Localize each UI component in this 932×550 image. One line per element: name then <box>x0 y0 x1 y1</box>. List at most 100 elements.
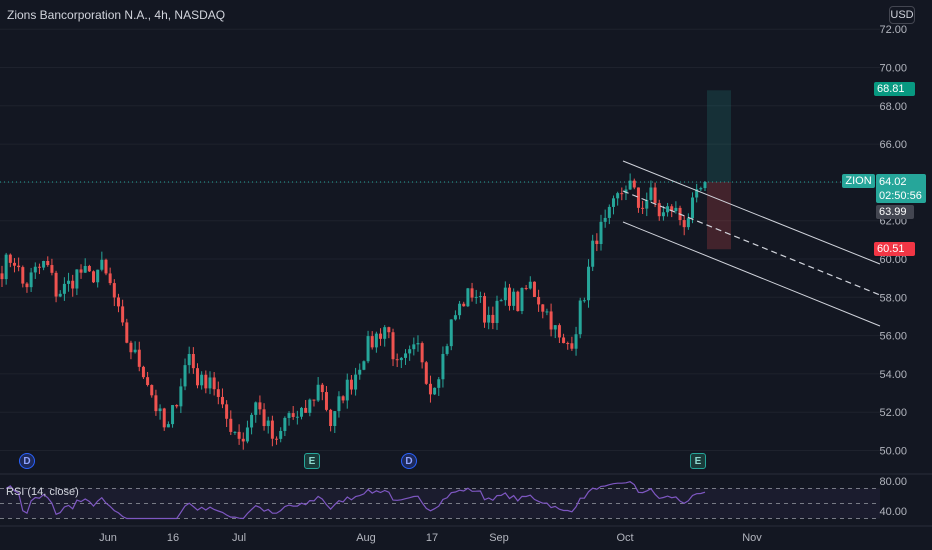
candle-body <box>403 353 407 358</box>
candle-body <box>620 193 624 195</box>
candle-body <box>412 344 416 350</box>
candle-body <box>507 287 511 306</box>
candle-body <box>241 438 245 442</box>
time-tick-label: 16 <box>167 532 179 544</box>
candle-body <box>125 322 129 343</box>
candle-body <box>657 203 661 217</box>
candle-body <box>666 206 670 213</box>
candle-body <box>54 272 58 297</box>
candle-body <box>83 265 87 273</box>
candle-body <box>208 377 212 389</box>
candle-body <box>104 259 108 274</box>
candle-body <box>312 399 316 401</box>
candle-body <box>495 300 499 323</box>
candle-body <box>345 379 349 401</box>
candle-body <box>220 396 224 405</box>
candle-body <box>141 366 145 378</box>
candle-body <box>649 187 653 200</box>
candle-body <box>71 280 75 289</box>
candle-body <box>528 281 532 289</box>
candle-body <box>636 187 640 208</box>
trend-channel[interactable] <box>622 160 881 327</box>
candle-body <box>682 220 686 228</box>
candle-body <box>524 287 528 289</box>
candle-body <box>449 319 453 347</box>
candle-body <box>237 431 241 439</box>
candle-body <box>420 343 424 363</box>
candle-body <box>279 430 283 439</box>
price-tick-label: 54.00 <box>879 369 907 381</box>
candle-body <box>4 254 8 280</box>
candle-body <box>137 349 141 367</box>
candle-body <box>58 293 62 297</box>
chart-title: Zions Bancorporation N.A., 4h, NASDAQ <box>7 8 226 22</box>
candle-body <box>158 408 162 412</box>
candle-body <box>150 385 154 396</box>
candle-body <box>578 300 582 335</box>
candle-body <box>670 206 674 212</box>
candle-body <box>691 197 695 219</box>
candle-body <box>154 395 158 412</box>
candle-body <box>75 269 79 289</box>
candle-body <box>37 266 41 268</box>
candle-body <box>661 212 665 217</box>
dividend-icon[interactable]: D <box>19 453 35 469</box>
candle-body <box>474 296 478 298</box>
candle-body <box>0 273 4 280</box>
candle-body <box>587 266 591 301</box>
candle-body <box>366 336 370 362</box>
candle-body <box>433 387 437 395</box>
price-tick-label: 58.00 <box>879 292 907 304</box>
candle-body <box>304 407 308 413</box>
earnings-icon[interactable]: E <box>690 453 706 469</box>
candle-body <box>8 254 12 263</box>
candle-body <box>92 271 96 283</box>
candle-body <box>300 407 304 417</box>
earnings-icon[interactable]: E <box>304 453 320 469</box>
candle-body <box>370 336 374 348</box>
profit-zone <box>707 90 731 183</box>
candle-body <box>116 297 120 307</box>
candle-body <box>108 273 112 284</box>
candle-body <box>703 182 707 189</box>
currency-button[interactable]: USD <box>889 6 915 24</box>
candle-body <box>287 413 291 418</box>
candle-body <box>171 405 175 425</box>
candle-body <box>570 343 574 349</box>
candle-body <box>487 314 491 323</box>
candle-body <box>87 265 91 272</box>
candle-body <box>391 332 395 360</box>
candle-body <box>162 408 166 428</box>
candle-body <box>424 362 428 384</box>
candle-body <box>582 300 586 302</box>
dividend-icon[interactable]: D <box>401 453 417 469</box>
candle-body <box>516 291 520 312</box>
candle-body <box>183 365 187 387</box>
candle-body <box>129 342 133 353</box>
candle-body <box>641 207 645 209</box>
price-axis[interactable]: 72.0070.0068.0066.0064.0062.0060.0058.00… <box>879 24 907 457</box>
candle-body <box>499 300 503 302</box>
candle-body <box>537 296 541 305</box>
candle-body <box>437 379 441 388</box>
price-tick-label: 60.00 <box>879 254 907 266</box>
candle-body <box>379 333 383 339</box>
long-position-tool[interactable] <box>0 90 880 250</box>
candle-body <box>21 267 25 284</box>
candle-body <box>466 288 470 307</box>
candle-body <box>316 384 320 401</box>
time-tick-label: Aug <box>356 532 376 544</box>
time-axis[interactable]: Jun 16 Jul Aug 17 Sep Oct Nov <box>0 525 932 544</box>
candle-body <box>645 199 649 209</box>
candle-body <box>566 343 570 345</box>
candle-body <box>632 180 636 188</box>
candle-body <box>532 281 536 297</box>
candle-body <box>562 337 566 344</box>
rsi-indicator-label[interactable]: RSI (14, close) <box>6 486 79 498</box>
candle-body <box>337 396 341 412</box>
candle-body <box>179 386 183 407</box>
candle-body <box>470 288 474 298</box>
time-tick-label: Jun <box>99 532 117 544</box>
last-price-badge: 64.02 02:50:56 <box>876 174 926 203</box>
